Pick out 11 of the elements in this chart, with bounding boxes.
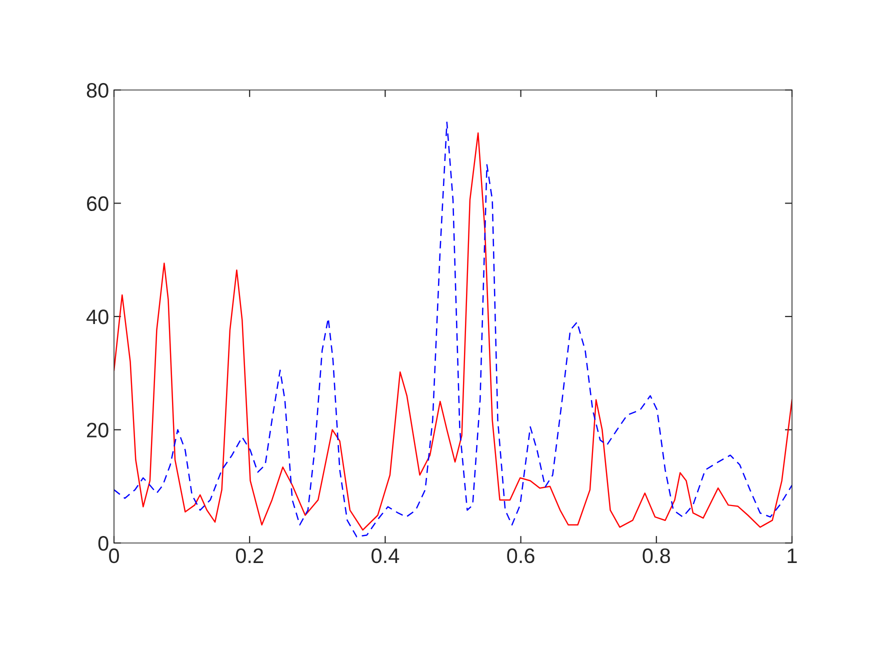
y-tick-label: 60 bbox=[87, 196, 108, 212]
y-tick-label: 0 bbox=[98, 536, 108, 551]
y-tick-label: 40 bbox=[86, 310, 108, 324]
x-tick-label: 0.2 bbox=[236, 548, 264, 564]
y-tick-label: 20 bbox=[87, 422, 108, 438]
x-tick-label: 0.8 bbox=[642, 548, 670, 564]
x-tick-label: 0.6 bbox=[507, 548, 534, 564]
x-tick-label: 1 bbox=[788, 548, 797, 563]
x-tick-label: 0 bbox=[109, 548, 119, 564]
y-tick-label: 80 bbox=[86, 83, 108, 98]
x-tick-label: 0.4 bbox=[372, 548, 400, 564]
